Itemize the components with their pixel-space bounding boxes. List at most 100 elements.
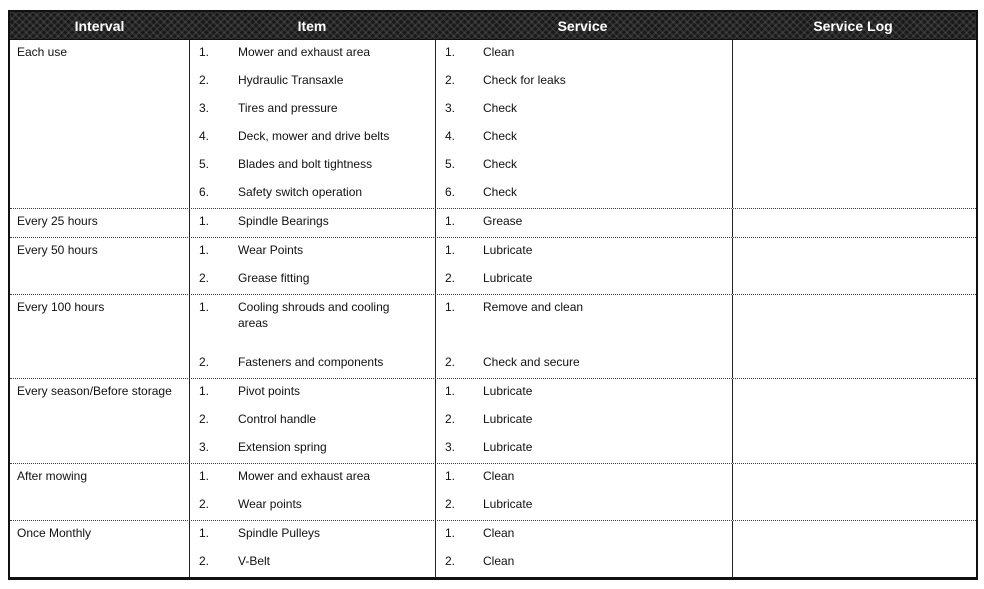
- table-row: Each use 1. Mower and exhaust area 1. Cl…: [10, 40, 976, 208]
- table-row: Every season/Before storage 1. Pivot poi…: [10, 378, 976, 463]
- service-text: Clean: [483, 554, 515, 568]
- service-log-cell: [732, 295, 976, 378]
- interval-cell: Every season/Before storage: [17, 384, 172, 398]
- service-number: 2.: [435, 68, 483, 96]
- service-log-cell: [732, 40, 976, 208]
- list-item: 2. Grease fitting 2. Lubricate: [190, 266, 732, 294]
- service-text: Clean: [483, 469, 515, 483]
- item-text: Pivot points: [238, 384, 301, 398]
- item-text: Grease fitting: [238, 271, 310, 285]
- table-row: Every 100 hours 1. Cooling shrouds and c…: [10, 294, 976, 378]
- item-number: 1.: [199, 243, 210, 257]
- list-item: 1. Spindle Bearings 1. Grease: [190, 209, 732, 237]
- item-text: Wear points: [238, 497, 302, 511]
- column-header-interval: Interval: [74, 17, 125, 34]
- service-text: Check: [483, 157, 518, 171]
- item-service-list: 1. Cooling shrouds and cooling areas 1. …: [189, 295, 732, 378]
- service-number: 1.: [435, 40, 483, 68]
- service-text: Lubricate: [483, 243, 533, 257]
- item-number: 4.: [199, 129, 210, 143]
- maintenance-schedule-table: Interval Item Service Service Log Each u…: [8, 10, 978, 580]
- item-service-list: 1. Mower and exhaust area 1. Clean 2. We…: [189, 464, 732, 520]
- service-text: Lubricate: [483, 271, 533, 285]
- item-number: 1.: [199, 384, 210, 398]
- item-number: 1.: [199, 469, 210, 483]
- item-number: 6.: [199, 185, 210, 199]
- table-row: Once Monthly 1. Spindle Pulleys 1. Clean…: [10, 520, 976, 577]
- list-item: 6. Safety switch operation 6. Check: [190, 180, 732, 208]
- table-row: Every 25 hours 1. Spindle Bearings 1. Gr…: [10, 208, 976, 237]
- service-text: Grease: [483, 214, 523, 228]
- service-text: Lubricate: [483, 440, 533, 454]
- service-text: Lubricate: [483, 384, 533, 398]
- service-log-cell: [732, 379, 976, 463]
- service-text: Lubricate: [483, 412, 533, 426]
- item-service-list: 1. Wear Points 1. Lubricate 2. Grease fi…: [189, 238, 732, 294]
- item-text: Fasteners and components: [238, 355, 384, 369]
- list-item: 1. Pivot points 1. Lubricate: [190, 379, 732, 407]
- interval-cell: After mowing: [17, 469, 88, 483]
- service-log-cell: [732, 464, 976, 520]
- item-text: Tires and pressure: [238, 101, 338, 115]
- interval-cell: Every 100 hours: [17, 300, 105, 314]
- list-item: 3. Tires and pressure 3. Check: [190, 96, 732, 124]
- item-text: Spindle Bearings: [238, 214, 329, 228]
- list-item: 1. Spindle Pulleys 1. Clean: [190, 521, 732, 549]
- service-log-cell: [732, 238, 976, 294]
- item-number: 1.: [199, 214, 210, 228]
- service-log-cell: [732, 521, 976, 577]
- list-item: 1. Wear Points 1. Lubricate: [190, 238, 732, 266]
- service-text: Lubricate: [483, 497, 533, 511]
- column-header-item: Item: [297, 17, 327, 34]
- item-text: Cooling shrouds and cooling areas: [238, 300, 390, 330]
- list-item: 2. Wear points 2. Lubricate: [190, 492, 732, 520]
- table-header-row: Interval Item Service Service Log: [10, 12, 976, 40]
- item-text: Safety switch operation: [238, 185, 363, 199]
- interval-cell: Each use: [17, 45, 68, 59]
- item-service-list: 1. Spindle Bearings 1. Grease: [189, 209, 732, 237]
- item-number: 2.: [199, 497, 210, 511]
- list-item: 5. Blades and bolt tightness 5. Check: [190, 152, 732, 180]
- service-text: Clean: [483, 45, 515, 59]
- table-row: After mowing 1. Mower and exhaust area 1…: [10, 463, 976, 520]
- service-number: 4.: [435, 124, 483, 152]
- list-item: 1. Mower and exhaust area 1. Clean: [190, 464, 732, 492]
- service-text: Clean: [483, 526, 515, 540]
- item-text: Spindle Pulleys: [238, 526, 321, 540]
- item-text: Wear Points: [238, 243, 304, 257]
- list-item: 2. Control handle 2. Lubricate: [190, 407, 732, 435]
- interval-cell: Once Monthly: [17, 526, 92, 540]
- service-number: 2.: [435, 492, 483, 520]
- interval-cell: Every 25 hours: [17, 214, 98, 228]
- item-number: 3.: [199, 440, 210, 454]
- service-number: 6.: [435, 180, 483, 208]
- service-text: Check: [483, 129, 518, 143]
- service-number: 2.: [435, 350, 483, 378]
- item-number: 2.: [199, 73, 210, 87]
- column-header-service: Service: [557, 17, 608, 34]
- service-number: 1.: [435, 238, 483, 266]
- list-item: 2. Fasteners and components 2. Check and…: [190, 350, 732, 378]
- item-service-list: 1. Spindle Pulleys 1. Clean 2. V-Belt 2.…: [189, 521, 732, 577]
- list-item: 1. Mower and exhaust area 1. Clean: [190, 40, 732, 68]
- list-item: 2. Hydraulic Transaxle 2. Check for leak…: [190, 68, 732, 96]
- interval-cell: Every 50 hours: [17, 243, 98, 257]
- service-text: Check: [483, 185, 518, 199]
- service-number: 5.: [435, 152, 483, 180]
- service-number: 3.: [435, 435, 483, 463]
- item-text: Hydraulic Transaxle: [238, 73, 344, 87]
- item-text: Blades and bolt tightness: [238, 157, 373, 171]
- list-item: 1. Cooling shrouds and cooling areas 1. …: [190, 295, 732, 350]
- item-text: Mower and exhaust area: [238, 45, 371, 59]
- service-number: 2.: [435, 549, 483, 577]
- item-service-list: 1. Pivot points 1. Lubricate 2. Control …: [189, 379, 732, 463]
- service-number: 3.: [435, 96, 483, 124]
- service-number: 1.: [435, 209, 483, 237]
- service-number: 1.: [435, 464, 483, 492]
- list-item: 2. V-Belt 2. Clean: [190, 549, 732, 577]
- service-log-cell: [732, 209, 976, 237]
- service-text: Remove and clean: [483, 300, 584, 314]
- item-number: 2.: [199, 412, 210, 426]
- service-number: 1.: [435, 295, 483, 350]
- list-item: 3. Extension spring 3. Lubricate: [190, 435, 732, 463]
